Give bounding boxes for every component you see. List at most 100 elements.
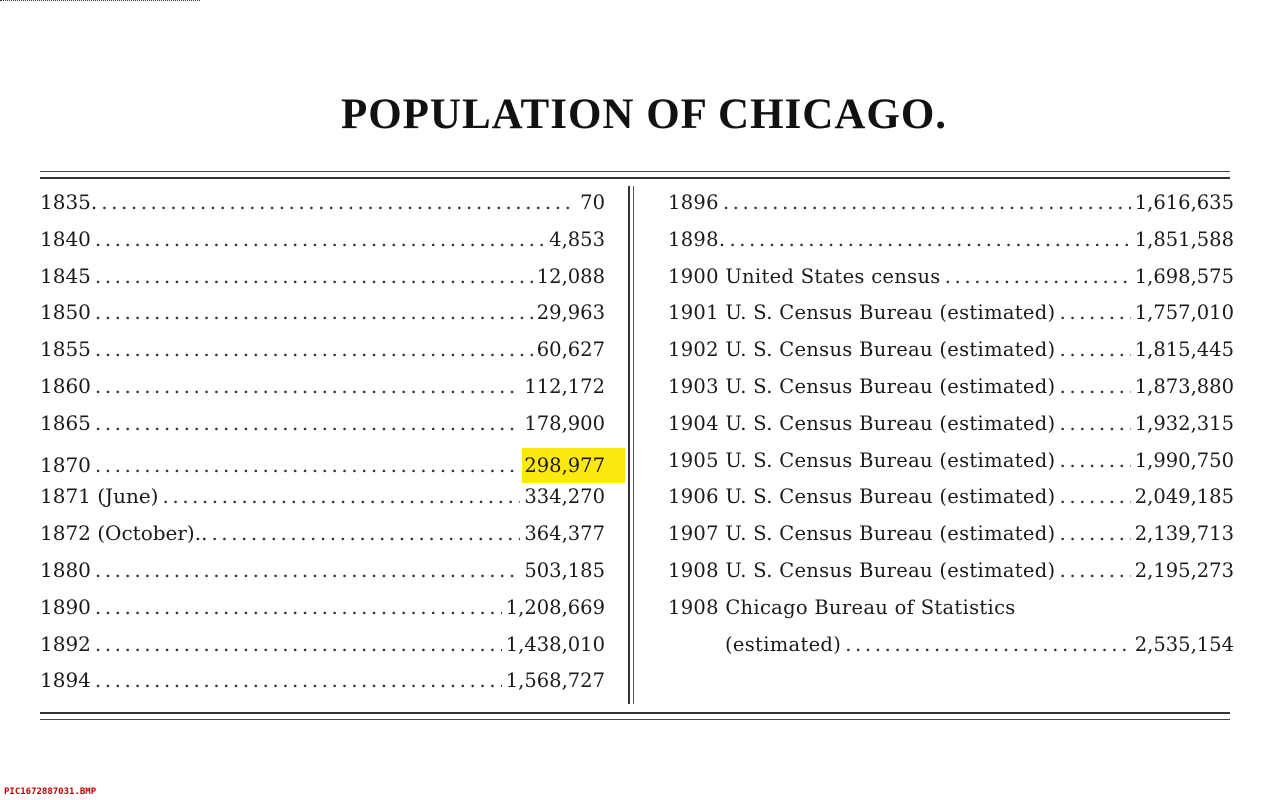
row-year: 1880 bbox=[40, 557, 91, 582]
row-population: 29,963 bbox=[536, 301, 605, 325]
row-population: 2,139,713 bbox=[1134, 522, 1234, 546]
row-population: 178,900 bbox=[524, 411, 605, 435]
table-row: 1835. 70 bbox=[40, 190, 605, 227]
table-row: 1845 12,088 bbox=[40, 264, 605, 301]
table-row: 1865 178,900 bbox=[40, 411, 605, 448]
dot-leader bbox=[1059, 558, 1130, 582]
dot-leader bbox=[95, 227, 545, 251]
row-population: 1,851,588 bbox=[1134, 227, 1234, 251]
table-row: 1871 (June) 334,270 bbox=[40, 484, 605, 521]
dot-leader bbox=[162, 484, 520, 508]
row-year: 1835. bbox=[40, 190, 98, 214]
right-column: 1896 1,616,635 1898. 1,851,588 1900 United… bbox=[668, 190, 1234, 668]
table-row: 1905 U. S. Census Bureau (estimated) 1,99… bbox=[668, 448, 1234, 485]
dot-leader bbox=[723, 190, 1131, 214]
dot-leader bbox=[1059, 484, 1130, 508]
row-year: 1850 bbox=[40, 300, 91, 325]
table-row: 1906 U. S. Census Bureau (estimated) 2,04… bbox=[668, 484, 1234, 521]
row-label: 1904 U. S. Census Bureau (estimated) bbox=[668, 411, 1056, 435]
dot-leader bbox=[1059, 337, 1130, 361]
dot-leader bbox=[1059, 521, 1130, 545]
row-population: 1,990,750 bbox=[1134, 448, 1234, 472]
table-row: 1872 (October).. 364,377 bbox=[40, 521, 605, 558]
bottom-rule-thin bbox=[40, 719, 1230, 720]
row-label: 1908 U. S. Census Bureau (estimated) bbox=[668, 558, 1056, 582]
row-population: 1,815,445 bbox=[1134, 338, 1234, 362]
table-row: 1907 U. S. Census Bureau (estimated) 2,13… bbox=[668, 521, 1234, 558]
row-label: 1901 U. S. Census Bureau (estimated) bbox=[668, 301, 1056, 325]
row-year: 1855 bbox=[40, 337, 91, 362]
row-label: 1905 U. S. Census Bureau (estimated) bbox=[668, 448, 1056, 472]
dot-leader bbox=[95, 453, 518, 477]
row-year: 1890 bbox=[40, 594, 91, 619]
dot-leader bbox=[945, 264, 1131, 288]
row-population: 1,932,315 bbox=[1134, 411, 1234, 435]
column-divider bbox=[628, 186, 634, 704]
table-row: (estimated) 2,535,154 bbox=[668, 632, 1234, 669]
table-row: 1855 60,627 bbox=[40, 337, 605, 374]
table-row: 1902 U. S. Census Bureau (estimated) 1,81… bbox=[668, 337, 1234, 374]
row-year: 1840 bbox=[40, 226, 91, 251]
table-row: 1894 1,568,727 bbox=[40, 668, 605, 705]
row-year: 1894 bbox=[40, 668, 91, 693]
top-rule-thick bbox=[40, 177, 1230, 179]
row-population: 1,438,010 bbox=[505, 632, 605, 656]
row-year: 1871 (June) bbox=[40, 484, 159, 509]
row-year: 1892 bbox=[40, 631, 91, 656]
row-year: 1870 bbox=[40, 452, 91, 477]
table-row: 1903 U. S. Census Bureau (estimated) 1,87… bbox=[668, 374, 1234, 411]
row-population: 364,377 bbox=[524, 522, 605, 546]
dot-leader bbox=[101, 190, 576, 214]
top-rule-thin bbox=[40, 171, 1230, 172]
row-population: 1,698,575 bbox=[1134, 264, 1234, 288]
table-row: 1908 U. S. Census Bureau (estimated) 2,19… bbox=[668, 558, 1234, 595]
row-population: 1,873,880 bbox=[1134, 374, 1234, 398]
table-row: 1860 112,172 bbox=[40, 374, 605, 411]
row-year: 1845 bbox=[40, 263, 91, 288]
table-row: 1850 29,963 bbox=[40, 300, 605, 337]
dot-leader bbox=[95, 374, 520, 398]
table-row: 1898. 1,851,588 bbox=[668, 227, 1234, 264]
row-label: 1906 U. S. Census Bureau (estimated) bbox=[668, 485, 1056, 509]
dot-leader bbox=[95, 264, 533, 288]
dot-leader bbox=[95, 595, 502, 619]
dot-leader bbox=[729, 227, 1130, 251]
table-row: 1892 1,438,010 bbox=[40, 632, 605, 669]
dot-leader bbox=[1059, 411, 1130, 435]
row-population: 334,270 bbox=[524, 485, 605, 509]
row-population: 4,853 bbox=[549, 227, 605, 251]
dot-leader bbox=[95, 668, 502, 692]
table-row: 1870 298,977 bbox=[40, 447, 625, 485]
dot-leader bbox=[95, 337, 533, 361]
row-label: 1908 Chicago Bureau of Statistics bbox=[668, 595, 1016, 619]
table-row: 1890 1,208,669 bbox=[40, 595, 605, 632]
table-row: 1896 1,616,635 bbox=[668, 190, 1234, 227]
row-label: 1907 U. S. Census Bureau (estimated) bbox=[668, 522, 1056, 546]
row-label: 1900 United States census bbox=[668, 264, 941, 288]
row-population: 70 bbox=[580, 191, 605, 214]
row-year: 1898. bbox=[668, 227, 726, 251]
table-row: 1900 United States census 1,698,575 bbox=[668, 264, 1234, 301]
row-population: 1,208,669 bbox=[505, 595, 605, 619]
dot-leader bbox=[211, 521, 520, 545]
row-year: 1872 (October).. bbox=[40, 521, 208, 546]
row-year: 1865 bbox=[40, 410, 91, 435]
row-population: 2,535,154 bbox=[1134, 632, 1234, 656]
dot-leader bbox=[1059, 448, 1130, 472]
table-row: 1880 503,185 bbox=[40, 558, 605, 595]
dot-leader bbox=[845, 632, 1131, 656]
row-population: 60,627 bbox=[536, 338, 605, 362]
dot-leader bbox=[1059, 300, 1130, 324]
dot-leader bbox=[95, 632, 502, 656]
dot-leader bbox=[1059, 374, 1130, 398]
table-row: 1840 4,853 bbox=[40, 227, 605, 264]
dot-leader bbox=[95, 411, 520, 435]
dot-leader bbox=[95, 558, 520, 582]
highlighted-population: 298,977 bbox=[522, 447, 625, 483]
left-column: 1835.70 18404,853 184512,088 185029,963 … bbox=[40, 190, 625, 705]
scan-artifact-line bbox=[0, 0, 200, 3]
row-population: 12,088 bbox=[536, 264, 605, 288]
filename-label: PIC1672887031.BMP bbox=[4, 787, 97, 797]
row-year: 1896 bbox=[668, 191, 719, 214]
